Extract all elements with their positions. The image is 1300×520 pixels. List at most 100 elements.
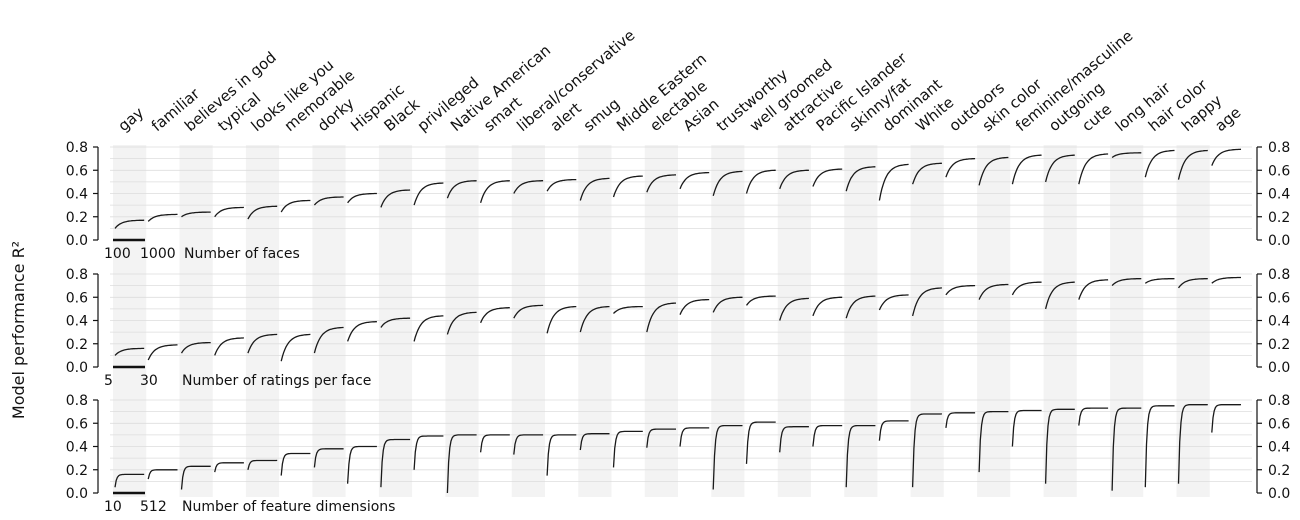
curve-faces-19 [745, 169, 776, 194]
curve-faces-28 [1044, 154, 1075, 183]
curve-features-14 [579, 433, 610, 451]
y-tick-label-left: 0.2 [66, 210, 88, 226]
y-tick-label-left: 0.4 [66, 187, 88, 203]
curve-faces-2 [181, 211, 211, 218]
y-tick-label-left: 0.2 [66, 337, 88, 353]
curve-faces-18 [712, 170, 743, 196]
curve-ratings-1 [147, 344, 178, 361]
curve-ratings-7 [346, 321, 377, 342]
y-tick-label-left: 0.6 [66, 163, 88, 179]
curve-ratings-30 [1111, 277, 1142, 287]
curve-features-16 [646, 428, 676, 448]
curve-features-12 [513, 434, 544, 455]
curve-features-24 [911, 413, 942, 488]
curve-ratings-23 [878, 294, 909, 311]
scale-start-label: 100 [104, 246, 131, 262]
y-tick-label-right: 0.0 [1268, 360, 1290, 376]
curve-features-27 [1011, 409, 1042, 447]
curve-features-13 [546, 434, 577, 476]
band-24 [910, 145, 944, 497]
y-tick-label-right: 0.4 [1268, 314, 1290, 330]
y-tick-label-left: 0.8 [66, 393, 88, 409]
y-tick-label-left: 0.6 [66, 416, 88, 432]
curve-ratings-33 [1211, 276, 1241, 284]
curve-ratings-32 [1177, 277, 1208, 289]
band-10 [445, 145, 479, 497]
curve-ratings-14 [579, 305, 610, 333]
scale-start-label: 5 [104, 373, 113, 389]
curve-ratings-5 [280, 333, 311, 362]
curve-faces-32 [1177, 149, 1208, 180]
y-axis-label: Model performance R² [9, 241, 28, 419]
scale-start-label: 10 [104, 499, 122, 515]
scale-end-label: 512 [140, 499, 167, 515]
curve-features-22 [845, 424, 876, 488]
band-28 [1043, 145, 1077, 497]
gridlines [110, 146, 1252, 482]
y-tick-label-right: 0.2 [1268, 337, 1290, 353]
curve-features-21 [812, 424, 843, 447]
curve-faces-5 [280, 199, 311, 213]
scale-end-label: 1000 [140, 246, 176, 262]
curve-faces-17 [679, 171, 710, 190]
band-4 [245, 145, 280, 497]
curve-features-6 [313, 448, 344, 468]
curve-ratings-22 [845, 295, 876, 319]
curve-ratings-2 [180, 341, 211, 354]
curve-faces-1 [147, 213, 178, 222]
curve-ratings-18 [712, 296, 743, 313]
curve-ratings-10 [446, 311, 477, 335]
y-tick-label-left: 0.6 [66, 290, 88, 306]
curve-ratings-29 [1078, 279, 1109, 300]
attribute-label: smug [580, 95, 623, 135]
curve-faces-33 [1211, 148, 1242, 166]
curve-ratings-31 [1144, 277, 1175, 284]
curve-features-1 [147, 469, 178, 480]
curve-ratings-6 [313, 326, 344, 354]
y-tick-label-left: 0.0 [66, 360, 88, 376]
axes-layer: 0.0 0.0 0.2 0.2 0.4 0.4 0.6 0.6 0.8 0.8 100 1000 Num… [66, 140, 1291, 515]
curve-features-4 [247, 459, 278, 470]
band-20 [777, 145, 811, 497]
curve-ratings-27 [1011, 281, 1042, 296]
y-tick-label-left: 0.0 [66, 486, 88, 502]
curve-features-32 [1177, 403, 1208, 484]
curve-features-8 [380, 438, 411, 488]
panel-x-label: Number of ratings per face [182, 373, 371, 389]
curve-faces-30 [1111, 152, 1142, 159]
y-tick-label-left: 0.8 [66, 267, 88, 283]
y-tick-label-right: 0.6 [1268, 163, 1290, 179]
curve-faces-26 [978, 156, 1009, 186]
curve-features-25 [945, 412, 976, 428]
curve-features-0 [114, 473, 145, 488]
curve-ratings-20 [779, 297, 809, 321]
y-tick-label-left: 0.0 [66, 233, 88, 249]
curve-features-30 [1111, 407, 1142, 491]
curve-ratings-13 [546, 305, 577, 334]
curve-faces-4 [247, 205, 278, 220]
curve-features-15 [612, 430, 643, 468]
y-tick-label-right: 0.4 [1268, 440, 1290, 456]
background-bands [113, 145, 1210, 497]
curve-features-5 [280, 452, 311, 476]
curve-ratings-25 [945, 284, 976, 296]
curve-faces-23 [878, 163, 909, 201]
band-26 [977, 145, 1011, 497]
curve-faces-3 [214, 206, 244, 218]
curve-ratings-24 [911, 287, 942, 317]
curve-ratings-9 [413, 315, 444, 342]
curve-features-10 [446, 434, 477, 494]
curve-faces-31 [1144, 149, 1175, 178]
scale-end-label: 30 [140, 373, 158, 389]
band-0 [113, 145, 147, 497]
curve-features-26 [978, 410, 1009, 473]
curve-faces-8 [380, 189, 411, 208]
y-tick-label-right: 0.8 [1268, 393, 1290, 409]
curve-faces-24 [911, 162, 942, 185]
curve-ratings-12 [513, 304, 544, 319]
curve-ratings-26 [978, 283, 1009, 300]
curve-ratings-28 [1044, 281, 1075, 310]
